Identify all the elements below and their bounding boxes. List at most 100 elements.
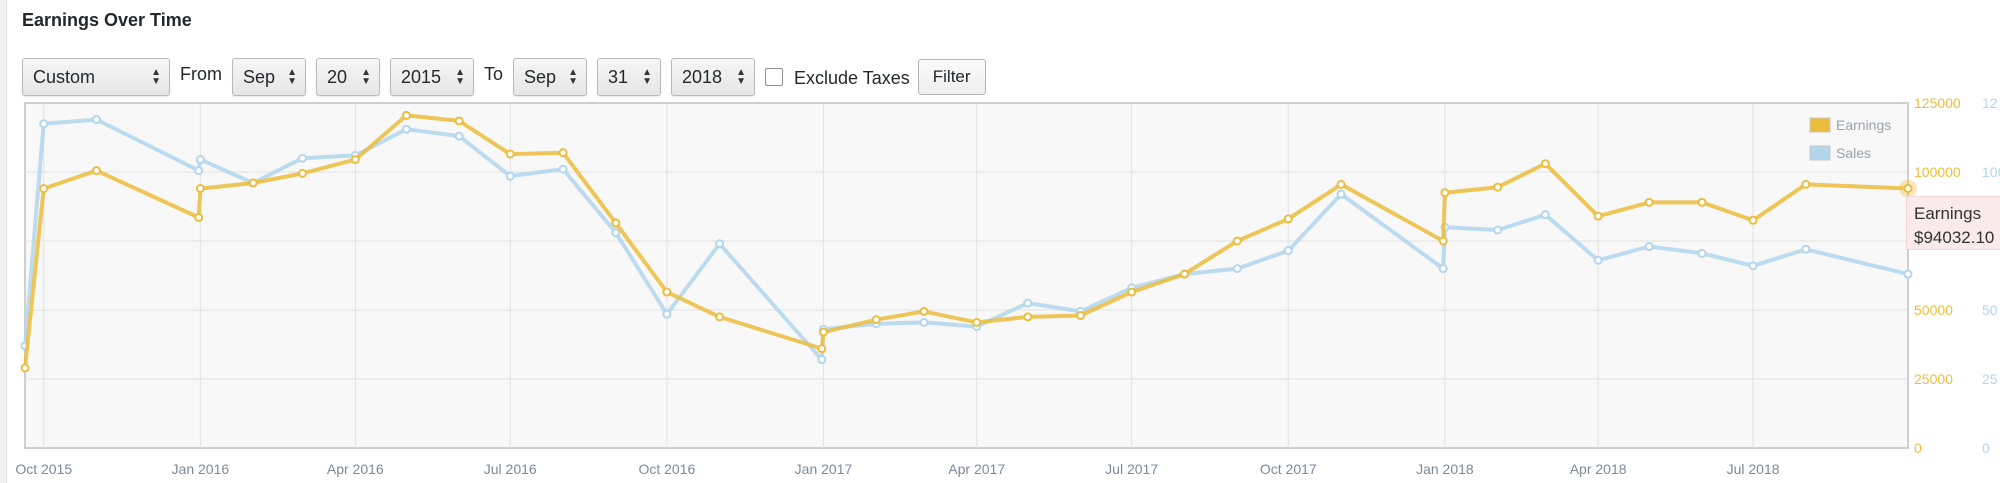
data-point-earnings [454,116,464,126]
data-point-earnings [1438,236,1448,246]
data-point-earnings [871,315,881,325]
select-arrows-icon: ▲ ▼ [642,67,653,87]
data-point-sales [1493,225,1503,235]
y-tick-label-earnings: 125000 [1914,95,1961,111]
select-arrows-icon: ▲ ▼ [151,67,161,87]
to-month-value: Sep [524,66,557,87]
data-point-sales [1593,255,1603,265]
data-point-earnings [1540,159,1550,169]
page-title: Earnings Over Time [22,10,192,30]
exclude-taxes-option[interactable]: Exclude Taxes [765,67,910,88]
x-tick-label: Apr 2018 [1570,461,1627,477]
y-tick-label-sales: 50 [1982,302,1998,318]
data-point-sales [1023,298,1033,308]
data-point-sales [1903,269,1913,279]
data-point-earnings [1697,197,1707,207]
data-point-sales [1540,210,1550,220]
exclude-taxes-checkbox[interactable] [765,68,784,86]
data-point-sales [1232,264,1242,274]
data-point-sales [195,155,205,165]
data-point-earnings [350,155,360,165]
data-point-earnings [194,213,204,223]
tooltip: Earnings $94032.10 [1906,196,2000,250]
to-label: To [484,63,504,84]
x-tick-label: Oct 2017 [1260,461,1317,477]
data-point-sales [39,119,49,129]
data-point-earnings [1076,311,1086,321]
plot-area [24,102,1909,449]
data-point-earnings [195,184,205,194]
x-tick-label: Apr 2017 [948,461,1005,477]
data-point-sales [1283,246,1293,256]
from-label: From [180,63,222,84]
y-tick-label-earnings: 50000 [1914,302,1953,318]
grid-lines [25,103,1908,448]
data-point-earnings [919,306,929,316]
exclude-taxes-label: Exclude Taxes [794,67,910,88]
data-point-sales [298,153,308,163]
to-year-select[interactable]: 2018 ▲ ▼ [671,58,756,96]
from-month-select[interactable]: Sep ▲ ▼ [232,58,306,96]
data-point-earnings [20,363,30,373]
y-tick-label-sales: 100 [1982,164,2000,180]
to-month-select[interactable]: Sep ▲ ▼ [513,58,588,96]
select-arrows-icon: ▲ ▼ [361,67,371,87]
from-year-value: 2015 [401,66,442,87]
data-point-earnings [92,166,102,176]
select-arrows-icon: ▲ ▼ [736,67,747,87]
data-point-sales [817,355,827,365]
y-tick-label-earnings: 25000 [1914,371,1953,387]
filter-button[interactable]: Filter [917,59,986,95]
to-day-value: 31 [608,66,629,87]
data-point-earnings [1336,179,1346,189]
data-point-sales [1748,261,1758,271]
data-point-sales [1438,264,1448,274]
select-arrows-icon: ▲ ▼ [455,67,465,87]
data-point-earnings [401,110,411,120]
filter-controls: Custom ▲ ▼ From Sep ▲ ▼ 20 ▲ ▼ 2015 ▲ ▼ To S… [22,58,986,96]
data-point-sales [715,239,725,249]
data-point-sales [611,228,621,238]
data-point-earnings [248,178,258,188]
x-tick-label: Oct 2016 [638,461,695,477]
to-day-select[interactable]: 31 ▲ ▼ [597,58,662,96]
data-point-earnings [1283,214,1293,224]
y-tick-label-earnings: 100000 [1914,164,1961,180]
data-point-earnings [662,287,672,297]
data-point-earnings [817,344,827,354]
from-year-select[interactable]: 2015 ▲ ▼ [390,58,474,96]
y-tick-label-sales: 0 [1982,440,1990,456]
x-tick-label: Jan 2016 [172,461,230,477]
to-year-value: 2018 [682,66,723,87]
data-point-earnings [39,184,49,194]
data-point-sales [919,317,929,327]
data-point-earnings [1593,211,1603,221]
data-point-earnings [1232,236,1242,246]
y-tick-label-sales: 12 [1982,95,1998,111]
select-arrows-icon: ▲ ▼ [568,67,579,87]
data-point-earnings [1179,269,1189,279]
data-point-earnings [1023,312,1033,322]
legend: Earnings Sales [1809,117,1891,161]
x-tick-label: Jan 2018 [1416,461,1474,477]
from-day-select[interactable]: 20 ▲ ▼ [316,58,380,96]
axis-labels: Oct 2015 Jan 2016 Apr 2016 Jul 2016 Oct 2016… [15,95,2000,477]
data-point-sales [505,171,515,181]
x-tick-label: Jul 2017 [1105,461,1158,477]
x-tick-label: Apr 2016 [327,461,384,477]
data-point-earnings [505,149,515,159]
data-point-sales [194,166,204,176]
range-select[interactable]: Custom ▲ ▼ [22,58,170,96]
data-point-earnings [1127,287,1137,297]
from-day-value: 20 [327,66,348,87]
data-point-sales [558,164,568,174]
from-month-value: Sep [243,66,276,87]
series-layer [20,110,1917,373]
data-point-earnings [1493,182,1503,192]
data-point-earnings [1644,197,1654,207]
data-point-earnings [1748,215,1758,225]
legend-swatch-sales [1809,145,1831,161]
data-point-sales [662,309,672,319]
x-tick-label: Jan 2017 [795,461,853,477]
